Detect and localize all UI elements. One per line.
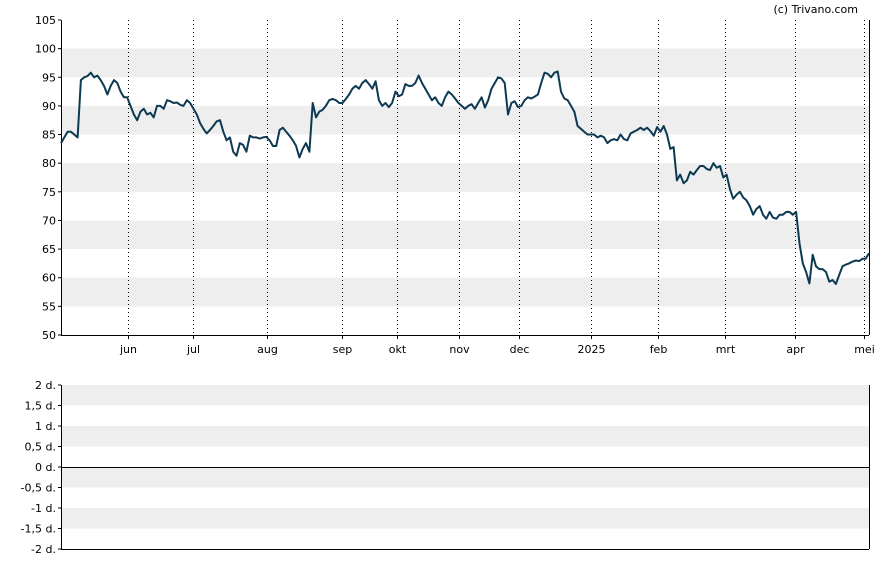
- price-series-line: [60, 70, 870, 285]
- price-y-tick-label: 55: [42, 300, 56, 313]
- price-band: [61, 163, 869, 192]
- volume-band: [61, 508, 869, 529]
- price-band: [61, 105, 869, 135]
- price-y-tick-label: 100: [35, 43, 56, 56]
- volume-panel-y-tick-labels: 2 d. 1,5 d. 1 d. 0,5 d. 0 d. -0,5 d. -1 d. -1,5…: [21, 379, 61, 556]
- price-y-tick-label: 85: [42, 129, 56, 142]
- volume-panel-bands: [61, 385, 869, 529]
- x-tick-label: apr: [786, 343, 805, 356]
- credit-label: (c) Trivano.com: [773, 3, 858, 16]
- x-tick-label: mrt: [716, 343, 736, 356]
- price-band: [61, 48, 869, 78]
- price-y-tick-label: 70: [42, 214, 56, 227]
- price-y-tick-label: 80: [42, 157, 56, 170]
- price-y-tick-label: 105: [35, 14, 56, 27]
- price-panel-x-tick-labels: jun jul aug sep okt nov dec 2025 feb mrt apr mei: [119, 335, 875, 356]
- price-y-tick-label: 90: [42, 100, 56, 113]
- volume-band: [61, 467, 869, 488]
- volume-y-tick-label: -1 d.: [31, 502, 56, 515]
- price-y-tick-label: 50: [42, 329, 56, 342]
- x-tick-label: jul: [186, 343, 200, 356]
- x-tick-label: nov: [449, 343, 470, 356]
- x-tick-label: aug: [257, 343, 278, 356]
- volume-band: [61, 385, 869, 406]
- price-band: [61, 220, 869, 250]
- price-y-tick-label: 65: [42, 243, 56, 256]
- price-panel-axes: [61, 20, 870, 336]
- price-y-tick-label: 95: [42, 71, 56, 84]
- volume-y-tick-label: -1,5 d.: [21, 523, 56, 536]
- x-tick-label: sep: [333, 343, 352, 356]
- volume-panel-axes: [61, 385, 870, 550]
- volume-y-tick-label: 1,5 d.: [25, 400, 56, 413]
- x-tick-label: okt: [389, 343, 407, 356]
- volume-y-tick-label: 2 d.: [35, 379, 56, 392]
- volume-y-tick-label: 1 d.: [35, 420, 56, 433]
- price-panel-bands: [61, 48, 869, 307]
- price-panel-y-tick-labels: 105 100 95 90 85 80 75 70 65 60 55 50: [35, 14, 61, 342]
- volume-y-tick-label: 0 d.: [35, 461, 56, 474]
- volume-y-tick-label: -2 d.: [31, 543, 56, 556]
- x-tick-label: jun: [119, 343, 137, 356]
- volume-band: [61, 426, 869, 447]
- price-y-tick-label: 75: [42, 186, 56, 199]
- price-y-tick-label: 60: [42, 272, 56, 285]
- x-tick-label: dec: [510, 343, 530, 356]
- x-tick-label: mei: [854, 343, 875, 356]
- price-band: [61, 277, 869, 307]
- volume-y-tick-label: 0,5 d.: [25, 441, 56, 454]
- x-tick-label: 2025: [578, 343, 606, 356]
- price-panel-month-gridlines: [128, 20, 865, 335]
- volume-y-tick-label: -0,5 d.: [21, 482, 56, 495]
- x-tick-label: feb: [650, 343, 668, 356]
